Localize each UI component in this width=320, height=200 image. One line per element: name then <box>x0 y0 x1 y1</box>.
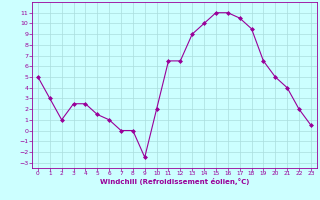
X-axis label: Windchill (Refroidissement éolien,°C): Windchill (Refroidissement éolien,°C) <box>100 178 249 185</box>
